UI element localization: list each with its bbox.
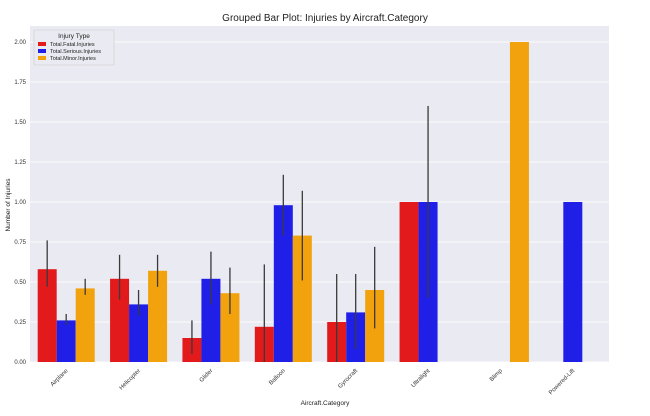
x-tick-labels: Airplane Helicopter Glider Balloon Gyrocraft… (50, 368, 577, 397)
legend-box (33, 29, 115, 66)
bar (399, 202, 419, 362)
bar (273, 205, 293, 362)
y-tick-label: 0.50 (14, 280, 26, 286)
x-tick-label: Airplane (50, 368, 70, 388)
legend-label: Total.Fatal.Injuries (50, 42, 95, 48)
y-tick-label: 2.00 (14, 40, 26, 46)
x-tick-label: Blimp (489, 368, 504, 383)
legend-label: Total.Serious.Injuries (50, 49, 101, 55)
y-axis-label: Number of Injuries (5, 178, 12, 232)
bar (110, 278, 130, 362)
bar (201, 278, 221, 362)
x-tick-label: Gyrocraft (337, 368, 359, 390)
legend-title: Injury Type (58, 33, 90, 40)
y-tick-labels: 0.00 0.25 0.50 0.75 1.00 1.25 1.50 1.75 2.00 (14, 40, 26, 366)
legend-items: Total.Fatal.InjuriesTotal.Serious.Injuri… (38, 42, 101, 62)
bar (563, 202, 583, 362)
bar (37, 269, 57, 362)
legend-swatch (38, 49, 46, 53)
x-tick-label: Helicopter (119, 368, 142, 391)
bar (220, 293, 240, 362)
y-tick-label: 1.00 (14, 200, 26, 206)
y-tick-label: 1.75 (14, 80, 26, 86)
y-tick-label: 0.75 (14, 240, 26, 246)
bar (56, 320, 76, 362)
bar (75, 288, 95, 362)
legend-swatch (38, 56, 46, 60)
legend-swatch (38, 42, 46, 46)
y-tick-label: 1.50 (14, 120, 26, 126)
legend-label: Total.Minor.Injuries (50, 56, 96, 62)
error-bars (46, 106, 429, 362)
x-axis-label: Aircraft.Category (301, 400, 351, 407)
bar (129, 304, 149, 362)
x-tick-label: Balloon (268, 368, 286, 386)
y-tick-label: 0.00 (14, 360, 26, 366)
bar (292, 235, 312, 362)
bar (509, 42, 529, 362)
y-tick-label: 0.25 (14, 320, 26, 326)
legend: Injury Type Total.Fatal.InjuriesTotal.Se… (33, 29, 115, 66)
y-tick-label: 1.25 (14, 160, 26, 166)
bar (148, 270, 168, 362)
x-tick-label: Powered-Lift (548, 368, 576, 396)
chart-title: Grouped Bar Plot: Injuries by Aircraft.C… (222, 13, 428, 24)
x-tick-label: Ultralight (410, 368, 431, 389)
x-tick-label: Glider (199, 368, 215, 384)
